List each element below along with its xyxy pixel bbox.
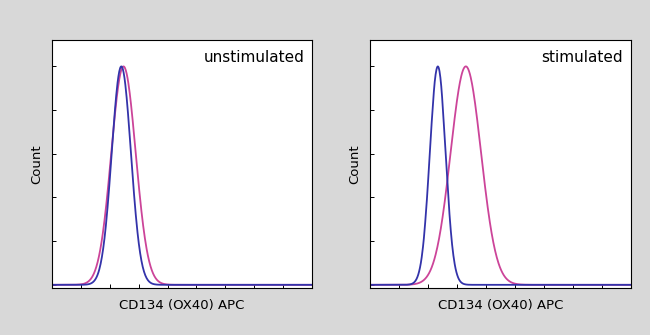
Text: unstimulated: unstimulated	[203, 50, 304, 65]
X-axis label: CD134 (OX40) APC: CD134 (OX40) APC	[438, 298, 563, 312]
Y-axis label: Count: Count	[30, 144, 43, 184]
X-axis label: CD134 (OX40) APC: CD134 (OX40) APC	[120, 298, 244, 312]
Text: stimulated: stimulated	[541, 50, 623, 65]
Y-axis label: Count: Count	[348, 144, 361, 184]
